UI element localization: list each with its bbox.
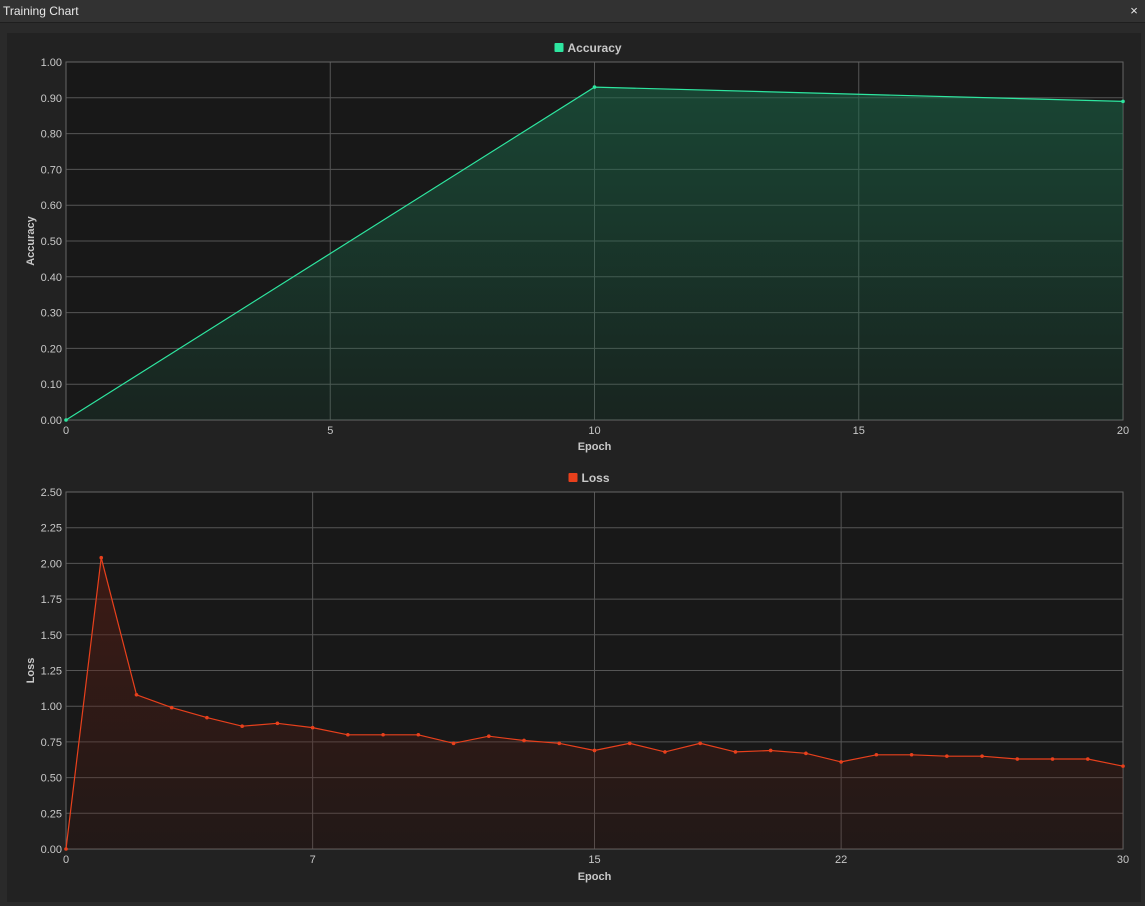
close-icon[interactable]: × (1130, 3, 1138, 18)
chart0-xtick-label: 5 (327, 425, 333, 437)
chart0-ytick-label: 1.00 (41, 57, 62, 69)
chart1-data-point (1050, 757, 1055, 761)
chart1-ytick-label: 1.50 (41, 630, 62, 642)
chart1-ytick-label: 2.00 (41, 558, 62, 570)
chart1-x-axis-title: Epoch (578, 871, 612, 883)
chart0-xtick-label: 15 (853, 425, 865, 437)
chart1-ytick-label: 0.50 (41, 773, 62, 785)
chart0-xtick-label: 20 (1117, 425, 1129, 437)
chart1-ytick-label: 0.25 (41, 808, 62, 820)
chart1-data-point (1085, 757, 1090, 761)
chart1-data-point (874, 752, 879, 757)
chart1-data-point (980, 754, 984, 758)
chart1-data-point (64, 847, 68, 851)
chart0-legend-label: Accuracy (568, 41, 622, 55)
chart1-data-point (804, 751, 808, 756)
chart1-data-point (1015, 757, 1020, 761)
chart1-xtick-label: 0 (63, 854, 69, 866)
chart1-data-point (381, 732, 385, 737)
chart1-xtick-label: 30 (1117, 854, 1129, 866)
chart0-data-point (1121, 99, 1125, 104)
chart0-ytick-label: 0.80 (41, 129, 62, 141)
chart0-ytick-label: 0.50 (41, 236, 62, 248)
chart1-y-axis-title: Loss (25, 658, 37, 684)
chart1-xtick-label: 7 (310, 854, 316, 866)
chart1-ytick-label: 2.25 (41, 523, 62, 535)
chart1-data-point (346, 732, 350, 737)
chart1-data-point (768, 748, 773, 753)
chart1-data-point (240, 724, 244, 728)
chart0-xtick-label: 10 (588, 425, 600, 437)
chart1-ytick-label: 1.00 (41, 701, 62, 713)
chart1-data-point (99, 555, 104, 560)
chart1-ytick-label: 1.25 (41, 666, 62, 678)
chart1-data-point (134, 692, 139, 697)
chart1-series-area (66, 557, 1123, 849)
chart1-data-point (487, 734, 491, 738)
chart1-data-point (451, 741, 456, 746)
chart1-xtick-label: 22 (835, 854, 847, 866)
chart1-data-point (1121, 764, 1125, 768)
chart1-data-point (275, 721, 280, 726)
chart0-data-point (64, 418, 68, 422)
chart0-ytick-label: 0.90 (41, 93, 62, 105)
chart0-ytick-label: 0.60 (41, 200, 62, 212)
chart1-data-point (557, 741, 562, 746)
chart1-ytick-label: 2.50 (41, 487, 62, 499)
chart1-data-point (416, 732, 421, 737)
chart0-x-axis-title: Epoch (578, 441, 612, 453)
chart1-ytick-label: 0.00 (41, 844, 62, 856)
chart1-data-point (733, 750, 738, 754)
chart0-ytick-label: 0.20 (41, 343, 62, 355)
chart-panel: 0.00 0.10 0.20 0.30 0.40 0.50 0.60 0.70 0.80 0.90… (7, 33, 1141, 902)
chart1-data-point (205, 715, 209, 720)
chart0-ytick-label: 0.40 (41, 272, 62, 284)
chart1-data-point (310, 725, 315, 730)
chart0-y-axis-title: Accuracy (25, 215, 37, 265)
chart1-data-point (663, 750, 667, 754)
chart0-series-area (66, 87, 1123, 420)
title-bar: Training Chart × (0, 0, 1145, 23)
chart1-data-point (839, 760, 843, 764)
chart0-ytick-label: 0.00 (41, 415, 62, 427)
chart0-xtick-label: 0 (63, 425, 69, 437)
chart1-legend-swatch (568, 473, 578, 482)
chart0-ytick-label: 0.70 (41, 164, 62, 176)
chart0-legend-swatch (554, 43, 564, 52)
chart0-ytick-label: 0.30 (41, 308, 62, 320)
chart1-data-point (592, 748, 597, 753)
chart1-data-point (522, 738, 526, 743)
chart0-ytick-label: 0.10 (41, 379, 62, 391)
chart1-data-point (169, 705, 174, 710)
chart1-data-point (945, 754, 949, 758)
chart1-ytick-label: 1.75 (41, 594, 62, 606)
chart1-legend-label: Loss (582, 471, 610, 485)
chart1-ytick-label: 0.75 (41, 737, 62, 749)
chart0-data-point (592, 85, 597, 89)
chart1-data-point (909, 752, 914, 757)
window-title: Training Chart (3, 4, 79, 18)
chart1-data-point (627, 741, 632, 746)
chart1-xtick-label: 15 (588, 854, 600, 866)
chart1-data-point (698, 741, 702, 746)
training-charts: 0.00 0.10 0.20 0.30 0.40 0.50 0.60 0.70 0.80 0.90… (25, 41, 1129, 883)
